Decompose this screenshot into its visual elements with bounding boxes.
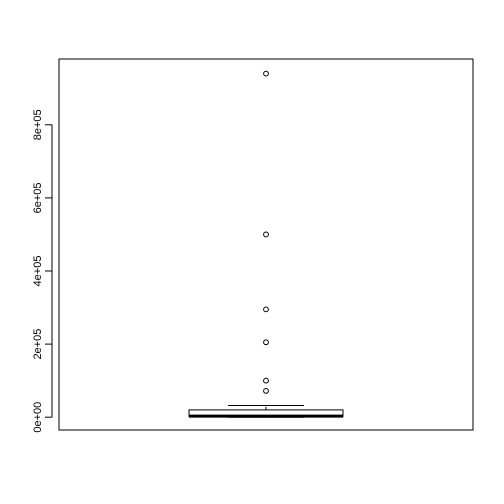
outlier-point bbox=[263, 387, 269, 394]
box-group bbox=[188, 405, 344, 418]
y-tick-label: 6e+05 bbox=[32, 182, 44, 213]
y-tick-label: 2e+05 bbox=[32, 329, 44, 360]
outlier-point bbox=[263, 339, 269, 346]
outlier-point bbox=[263, 70, 269, 77]
y-tick-label: 8e+05 bbox=[32, 109, 44, 140]
plot-frame bbox=[58, 58, 474, 431]
outlier-point bbox=[263, 231, 269, 238]
outlier-group bbox=[263, 70, 269, 394]
y-tick-label: 0e+00 bbox=[32, 402, 44, 433]
y-tick-label: 4e+05 bbox=[32, 256, 44, 287]
outlier-point bbox=[263, 306, 269, 313]
outlier-point bbox=[263, 377, 269, 384]
y-axis: 0e+00 2e+05 4e+05 6e+05 8e+05 bbox=[32, 109, 53, 433]
